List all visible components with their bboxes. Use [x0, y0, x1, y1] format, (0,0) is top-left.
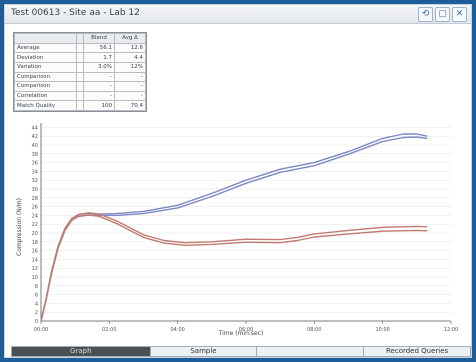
chart-series: [40, 133, 428, 322]
stats-cell: [75, 71, 85, 83]
y-tick-label: 44: [32, 125, 38, 131]
stats-header: [14, 33, 77, 44]
tab-graph[interactable]: Graph: [12, 347, 151, 356]
chart-axes: [40, 123, 451, 322]
x-axis-label: Time (min:sec): [218, 330, 264, 337]
stats-cell: [75, 90, 85, 102]
stats-cell: 12.6: [114, 42, 146, 54]
x-tick-label: 08:00: [307, 327, 321, 333]
y-tick-label: 0: [35, 319, 38, 325]
y-tick-label: 12: [32, 266, 38, 272]
y-tick-label: 18: [32, 240, 38, 246]
y-tick-label: 24: [32, 213, 38, 219]
stats-cell: -: [114, 71, 146, 83]
stats-row: Correlation - -: [14, 90, 146, 102]
stats-cell: -: [83, 90, 115, 102]
y-tick-label: 42: [32, 134, 38, 140]
close-icon[interactable]: ✕: [452, 7, 467, 22]
stats-cell: 4.4: [114, 52, 146, 63]
y-tick-label: 6: [35, 293, 38, 299]
y-tick-label: 38: [32, 152, 38, 158]
stats-cell: [75, 81, 85, 92]
y-axis-label: Compression (N/m): [16, 198, 23, 256]
y-tick-label: 30: [32, 187, 38, 193]
window-title: Test 00613 - Site aa - Lab 12: [11, 8, 140, 18]
stats-header: Blend: [83, 33, 115, 44]
stats-cell: [75, 61, 85, 73]
stats-cell: 70.4: [114, 100, 146, 111]
y-tick-label: 22: [32, 222, 38, 228]
refresh-icon[interactable]: ⟲: [418, 7, 433, 22]
y-tick-label: 28: [32, 196, 38, 202]
stats-label: Comparison: [14, 71, 77, 83]
stats-cell: -: [83, 71, 115, 83]
y-tick-label: 20: [32, 231, 38, 237]
x-tick-label: 00:00: [34, 327, 48, 333]
stats-cell: -: [114, 81, 146, 92]
stats-label: Match Quality: [14, 100, 77, 111]
y-tick-label: 2: [35, 310, 38, 316]
title-bar: Test 00613 - Site aa - Lab 12 ⟲ ▢ ✕: [5, 5, 471, 24]
stats-label: Average: [14, 42, 77, 54]
line-chart: 0246810121416182022242628303234363840424…: [16, 123, 458, 337]
stats-cell: 1.7: [83, 52, 115, 63]
stats-label: Comparison: [14, 81, 77, 92]
stats-cell: 100: [83, 100, 115, 111]
stats-cell: -: [114, 90, 146, 102]
chart-grid: [40, 127, 452, 324]
bottom-tabs: Graph Sample Recorded Queries: [11, 346, 471, 357]
stats-row: Match Quality 100 70.4: [14, 100, 146, 111]
x-tick-label: 10:00: [375, 327, 389, 333]
y-tick-label: 4: [35, 301, 38, 307]
y-tick-label: 40: [32, 143, 38, 149]
maximize-icon[interactable]: ▢: [435, 7, 450, 22]
y-tick-label: 8: [35, 284, 38, 290]
stats-row: Comparison - -: [14, 81, 146, 92]
x-tick-label: 12:00: [444, 327, 458, 333]
series-line-3: [40, 212, 428, 322]
stats-header-row: Blend Avg Δ: [14, 33, 146, 44]
stats-label: Variation: [14, 61, 77, 73]
stats-row: Comparison - -: [14, 71, 146, 83]
tab-sample[interactable]: Sample: [151, 347, 258, 356]
series-line-4: [40, 214, 428, 322]
series-line-1: [40, 133, 428, 322]
x-axis-ticks: 00:00 02:00 04:00 06:00 08:00 10:00 12:00: [34, 327, 458, 333]
stats-cell: 56.1: [83, 42, 115, 54]
y-tick-label: 26: [32, 205, 38, 211]
chart-window: Test 00613 - Site aa - Lab 12 ⟲ ▢ ✕ Blen…: [4, 4, 472, 358]
y-tick-label: 10: [32, 275, 38, 281]
y-tick-label: 14: [32, 257, 38, 263]
stats-cell: -: [83, 81, 115, 92]
y-tick-label: 34: [32, 169, 38, 175]
y-tick-label: 32: [32, 178, 38, 184]
tab-empty[interactable]: [257, 347, 365, 356]
stats-header: Avg Δ: [114, 33, 146, 44]
stats-cell: [75, 42, 85, 54]
stats-cell: [75, 52, 85, 63]
stats-cell: 12%: [114, 61, 146, 73]
x-tick-label: 02:00: [102, 327, 116, 333]
x-tick-label: 06:00: [239, 327, 253, 333]
tab-recorded-queries[interactable]: Recorded Queries: [385, 347, 449, 355]
stats-row: Average 56.1 12.6: [14, 42, 146, 54]
y-axis-ticks: 0246810121416182022242628303234363840424…: [32, 125, 38, 325]
stats-header: [75, 33, 85, 44]
stats-label: Correlation: [14, 90, 77, 102]
y-tick-label: 36: [32, 161, 38, 167]
stats-label: Deviation: [14, 52, 77, 63]
stats-row: Variation 3.0% 12%: [14, 61, 146, 73]
statistics-table: Blend Avg Δ Average 56.1 12.6 Deviation …: [13, 32, 147, 112]
y-tick-label: 16: [32, 249, 38, 255]
stats-row: Deviation 1.7 4.4: [14, 52, 146, 63]
window-controls: ⟲ ▢ ✕: [418, 7, 467, 22]
stats-cell: 3.0%: [83, 61, 115, 73]
x-tick-label: 04:00: [170, 327, 184, 333]
stats-cell: [75, 100, 85, 111]
